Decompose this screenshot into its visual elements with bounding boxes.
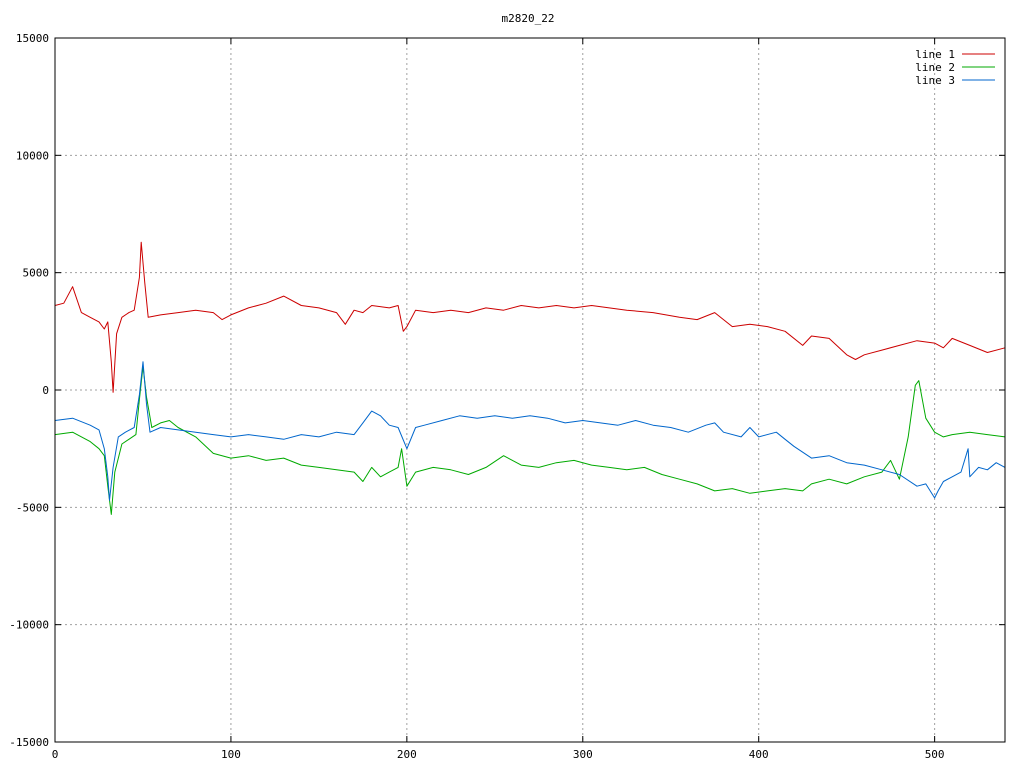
legend-label: line 2 (915, 61, 955, 74)
y-tick-label: 0 (42, 384, 49, 397)
y-tick-label: -15000 (9, 736, 49, 749)
series-line-1 (54, 241, 1006, 393)
grid (55, 38, 1005, 742)
x-tick-label: 400 (749, 748, 769, 761)
plot-frame (54, 37, 1006, 743)
legend-label: line 1 (915, 48, 955, 61)
y-tick-label: -5000 (16, 501, 49, 514)
y-tick-label: 15000 (16, 32, 49, 45)
series-group (54, 241, 1006, 515)
series-line-2 (54, 366, 1006, 515)
axis-ticks: -15000 -10000 -5000 0 5000 10000 15000 0 100 200 3… (9, 32, 1005, 761)
x-tick-label: 200 (397, 748, 417, 761)
chart-title: m2820_22 (502, 12, 555, 25)
y-tick-label: -10000 (9, 619, 49, 632)
y-tick-label: 5000 (23, 267, 50, 280)
x-tick-label: 0 (52, 748, 59, 761)
legend-label: line 3 (915, 74, 955, 87)
x-tick-label: 500 (925, 748, 945, 761)
x-tick-label: 100 (221, 748, 241, 761)
x-tick-label: 300 (573, 748, 593, 761)
y-tick-label: 10000 (16, 149, 49, 162)
series-line-3 (54, 361, 1006, 501)
